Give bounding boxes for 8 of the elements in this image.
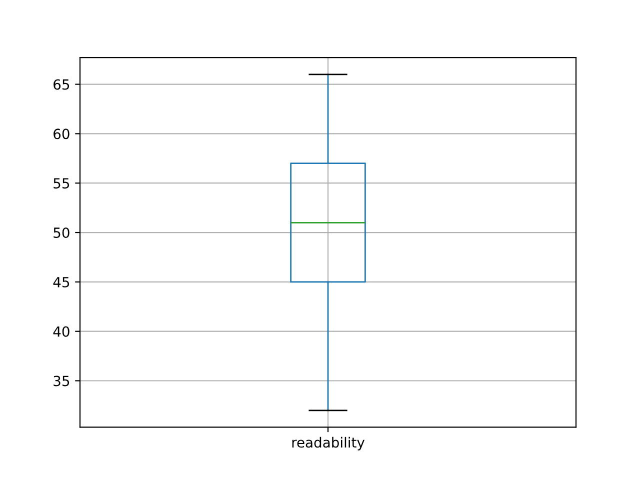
- y-tick-label: 60: [54, 128, 70, 140]
- y-tick-label: 50: [54, 227, 70, 238]
- y-tick-label: 55: [54, 178, 70, 189]
- y-tick-label: 45: [53, 277, 70, 288]
- x-tick-label: readability: [292, 436, 365, 450]
- y-tick-label: 65: [54, 79, 70, 90]
- y-tick-label: 35: [54, 376, 70, 386]
- y-tick-label: 40: [53, 326, 70, 337]
